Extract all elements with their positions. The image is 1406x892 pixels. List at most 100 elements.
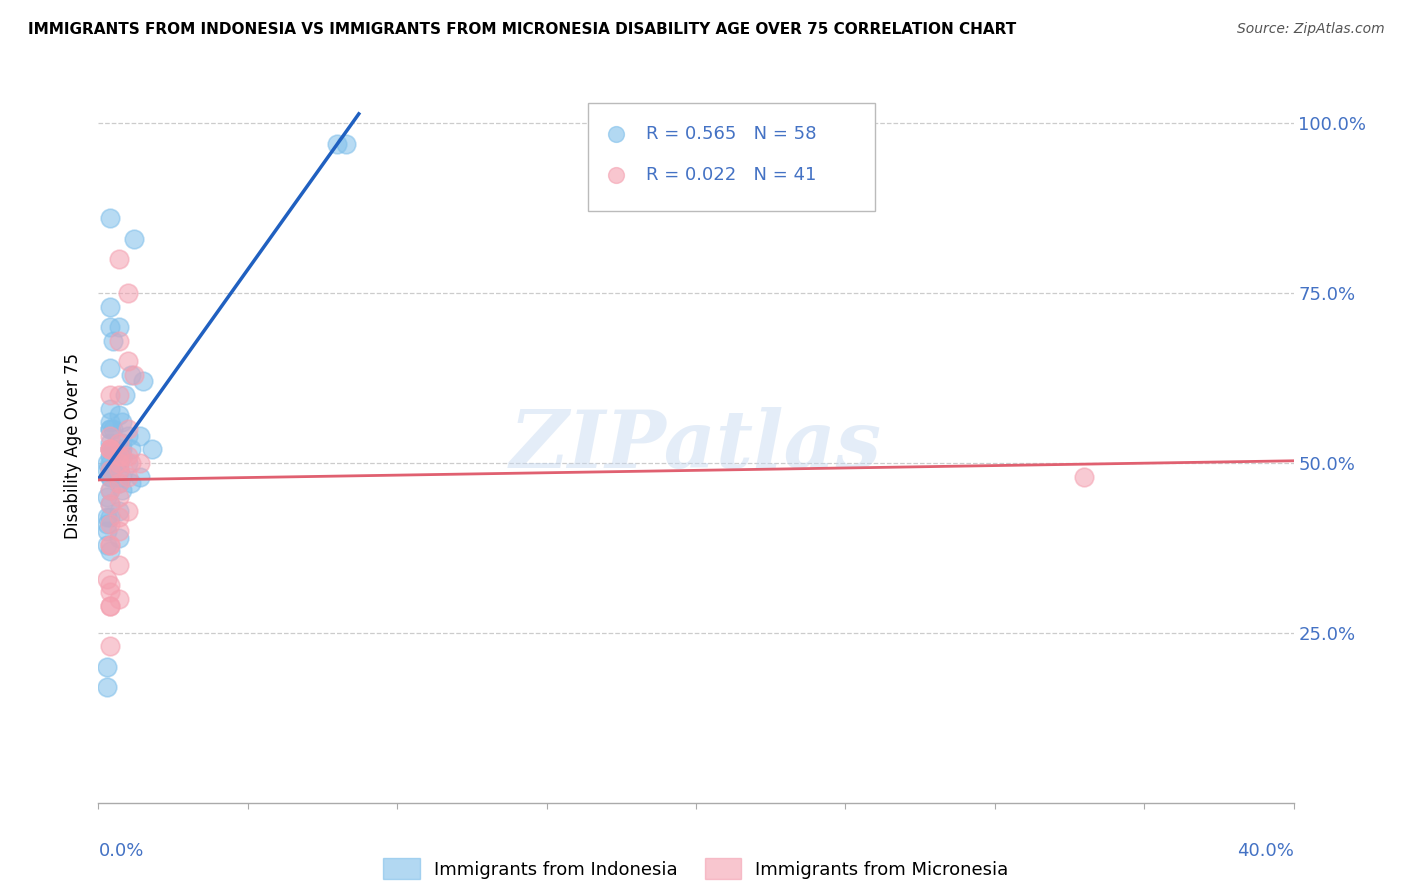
Point: [111, 483, 134, 498]
Point: [111, 449, 134, 463]
Point: [108, 503, 131, 517]
Point: [96, 680, 118, 694]
Point: [108, 388, 131, 402]
Text: ZIPatlas: ZIPatlas: [510, 408, 882, 484]
Text: R = 0.565   N = 58: R = 0.565 N = 58: [645, 125, 817, 143]
Point: [108, 476, 131, 491]
Point: [124, 232, 146, 246]
Point: [100, 497, 122, 511]
Point: [100, 463, 122, 477]
Point: [111, 469, 134, 483]
Point: [108, 449, 131, 463]
Point: [117, 449, 139, 463]
Point: [100, 449, 122, 463]
Point: [108, 510, 131, 524]
Point: [100, 517, 122, 532]
Point: [108, 334, 131, 348]
Point: [117, 456, 139, 470]
Text: IMMIGRANTS FROM INDONESIA VS IMMIGRANTS FROM MICRONESIA DISABILITY AGE OVER 75 C: IMMIGRANTS FROM INDONESIA VS IMMIGRANTS …: [28, 22, 1017, 37]
Text: 0.0%: 0.0%: [98, 842, 143, 860]
Point: [100, 422, 122, 436]
Text: 40.0%: 40.0%: [1237, 842, 1294, 860]
Point: [108, 456, 131, 470]
Point: [114, 388, 136, 402]
Point: [108, 456, 131, 470]
Point: [108, 320, 131, 334]
Point: [96, 456, 118, 470]
Point: [100, 469, 122, 483]
Point: [129, 469, 152, 483]
Point: [100, 300, 122, 314]
Point: [117, 286, 139, 301]
FancyBboxPatch shape: [588, 103, 875, 211]
Point: [129, 429, 152, 443]
Point: [100, 483, 122, 498]
Point: [100, 442, 122, 457]
Point: [124, 368, 146, 382]
Point: [117, 429, 139, 443]
Point: [108, 449, 131, 463]
Point: [100, 578, 122, 592]
Point: [103, 422, 125, 436]
Point: [96, 463, 118, 477]
Point: [100, 585, 122, 599]
Point: [100, 320, 122, 334]
Point: [1381, 159, 1403, 173]
Point: [96, 524, 118, 538]
Point: [111, 415, 134, 429]
Point: [108, 409, 131, 423]
Point: [100, 599, 122, 613]
Point: [100, 442, 122, 457]
Text: R = 0.022   N = 41: R = 0.022 N = 41: [645, 166, 815, 184]
Point: [108, 591, 131, 606]
Point: [100, 415, 122, 429]
Point: [1381, 198, 1403, 212]
Point: [100, 422, 122, 436]
Point: [100, 360, 122, 375]
Point: [100, 456, 122, 470]
Point: [100, 537, 122, 551]
Point: [103, 334, 125, 348]
Point: [108, 463, 131, 477]
Point: [141, 442, 163, 457]
Point: [1073, 469, 1095, 483]
Point: [96, 490, 118, 504]
Point: [100, 435, 122, 450]
Point: [132, 375, 155, 389]
Point: [117, 503, 139, 517]
Point: [100, 442, 122, 457]
Y-axis label: Disability Age Over 75: Disability Age Over 75: [65, 353, 83, 539]
Point: [100, 388, 122, 402]
Point: [100, 463, 122, 477]
Point: [100, 469, 122, 483]
Point: [108, 490, 131, 504]
Point: [100, 640, 122, 654]
Point: [103, 442, 125, 457]
Point: [100, 537, 122, 551]
Point: [100, 211, 122, 226]
Point: [100, 544, 122, 558]
Point: [100, 483, 122, 498]
Point: [108, 463, 131, 477]
Point: [326, 136, 349, 151]
Point: [111, 435, 134, 450]
Point: [111, 442, 134, 457]
Point: [100, 599, 122, 613]
Point: [100, 401, 122, 416]
Legend: Immigrants from Indonesia, Immigrants from Micronesia: Immigrants from Indonesia, Immigrants fr…: [377, 851, 1015, 887]
Point: [108, 476, 131, 491]
Point: [96, 572, 118, 586]
Point: [96, 510, 118, 524]
Point: [108, 252, 131, 266]
Point: [108, 435, 131, 450]
Point: [120, 456, 142, 470]
Point: [100, 510, 122, 524]
Point: [96, 537, 118, 551]
Point: [120, 476, 142, 491]
Point: [108, 558, 131, 572]
Text: Source: ZipAtlas.com: Source: ZipAtlas.com: [1237, 22, 1385, 37]
Point: [96, 660, 118, 674]
Point: [120, 442, 142, 457]
Point: [100, 442, 122, 457]
Point: [120, 368, 142, 382]
